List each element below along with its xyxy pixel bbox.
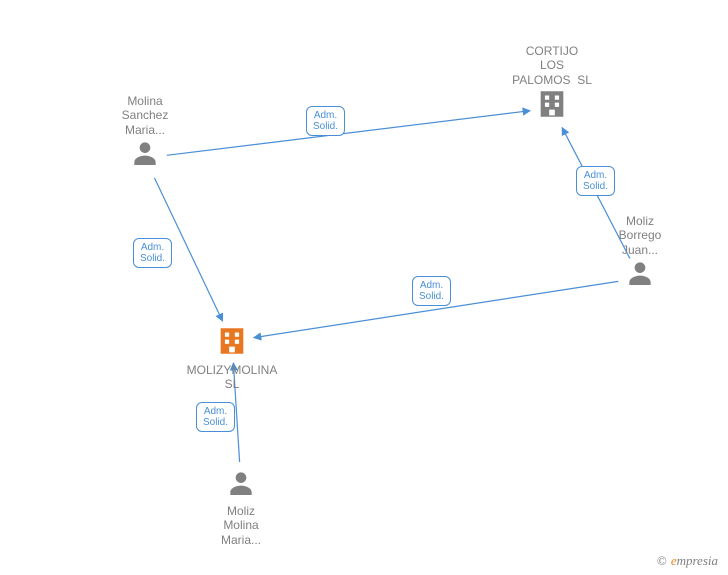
node-moliz_molina[interactable]: Moliz Molina Maria...	[191, 467, 291, 547]
node-molina_sanchez[interactable]: Molina Sanchez Maria...	[95, 94, 195, 174]
node-label: CORTIJO LOS PALOMOS SL	[502, 44, 602, 87]
brand-copyright: ©	[657, 553, 667, 568]
person-icon	[95, 137, 195, 174]
brand-rest: mpresia	[677, 553, 718, 568]
node-label: Moliz Molina Maria...	[191, 504, 291, 547]
edge-line	[167, 111, 530, 156]
node-moliz_borrego[interactable]: Moliz Borrego Juan...	[590, 214, 690, 294]
edge-label: Adm. Solid.	[412, 276, 451, 306]
node-label: MOLIZYMOLINA SL	[182, 363, 282, 392]
building-icon	[502, 87, 602, 126]
building-icon	[182, 324, 282, 363]
edge-label: Adm. Solid.	[196, 402, 235, 432]
node-molizymolina[interactable]: MOLIZYMOLINA SL	[182, 324, 282, 392]
edge-label: Adm. Solid.	[576, 166, 615, 196]
brand-watermark: ©empresia	[657, 553, 718, 569]
node-cortijo[interactable]: CORTIJO LOS PALOMOS SL	[502, 44, 602, 126]
edge-label: Adm. Solid.	[306, 106, 345, 136]
node-label: Moliz Borrego Juan...	[590, 214, 690, 257]
edge-label: Adm. Solid.	[133, 238, 172, 268]
node-label: Molina Sanchez Maria...	[95, 94, 195, 137]
person-icon	[590, 257, 690, 294]
person-icon	[191, 467, 291, 504]
